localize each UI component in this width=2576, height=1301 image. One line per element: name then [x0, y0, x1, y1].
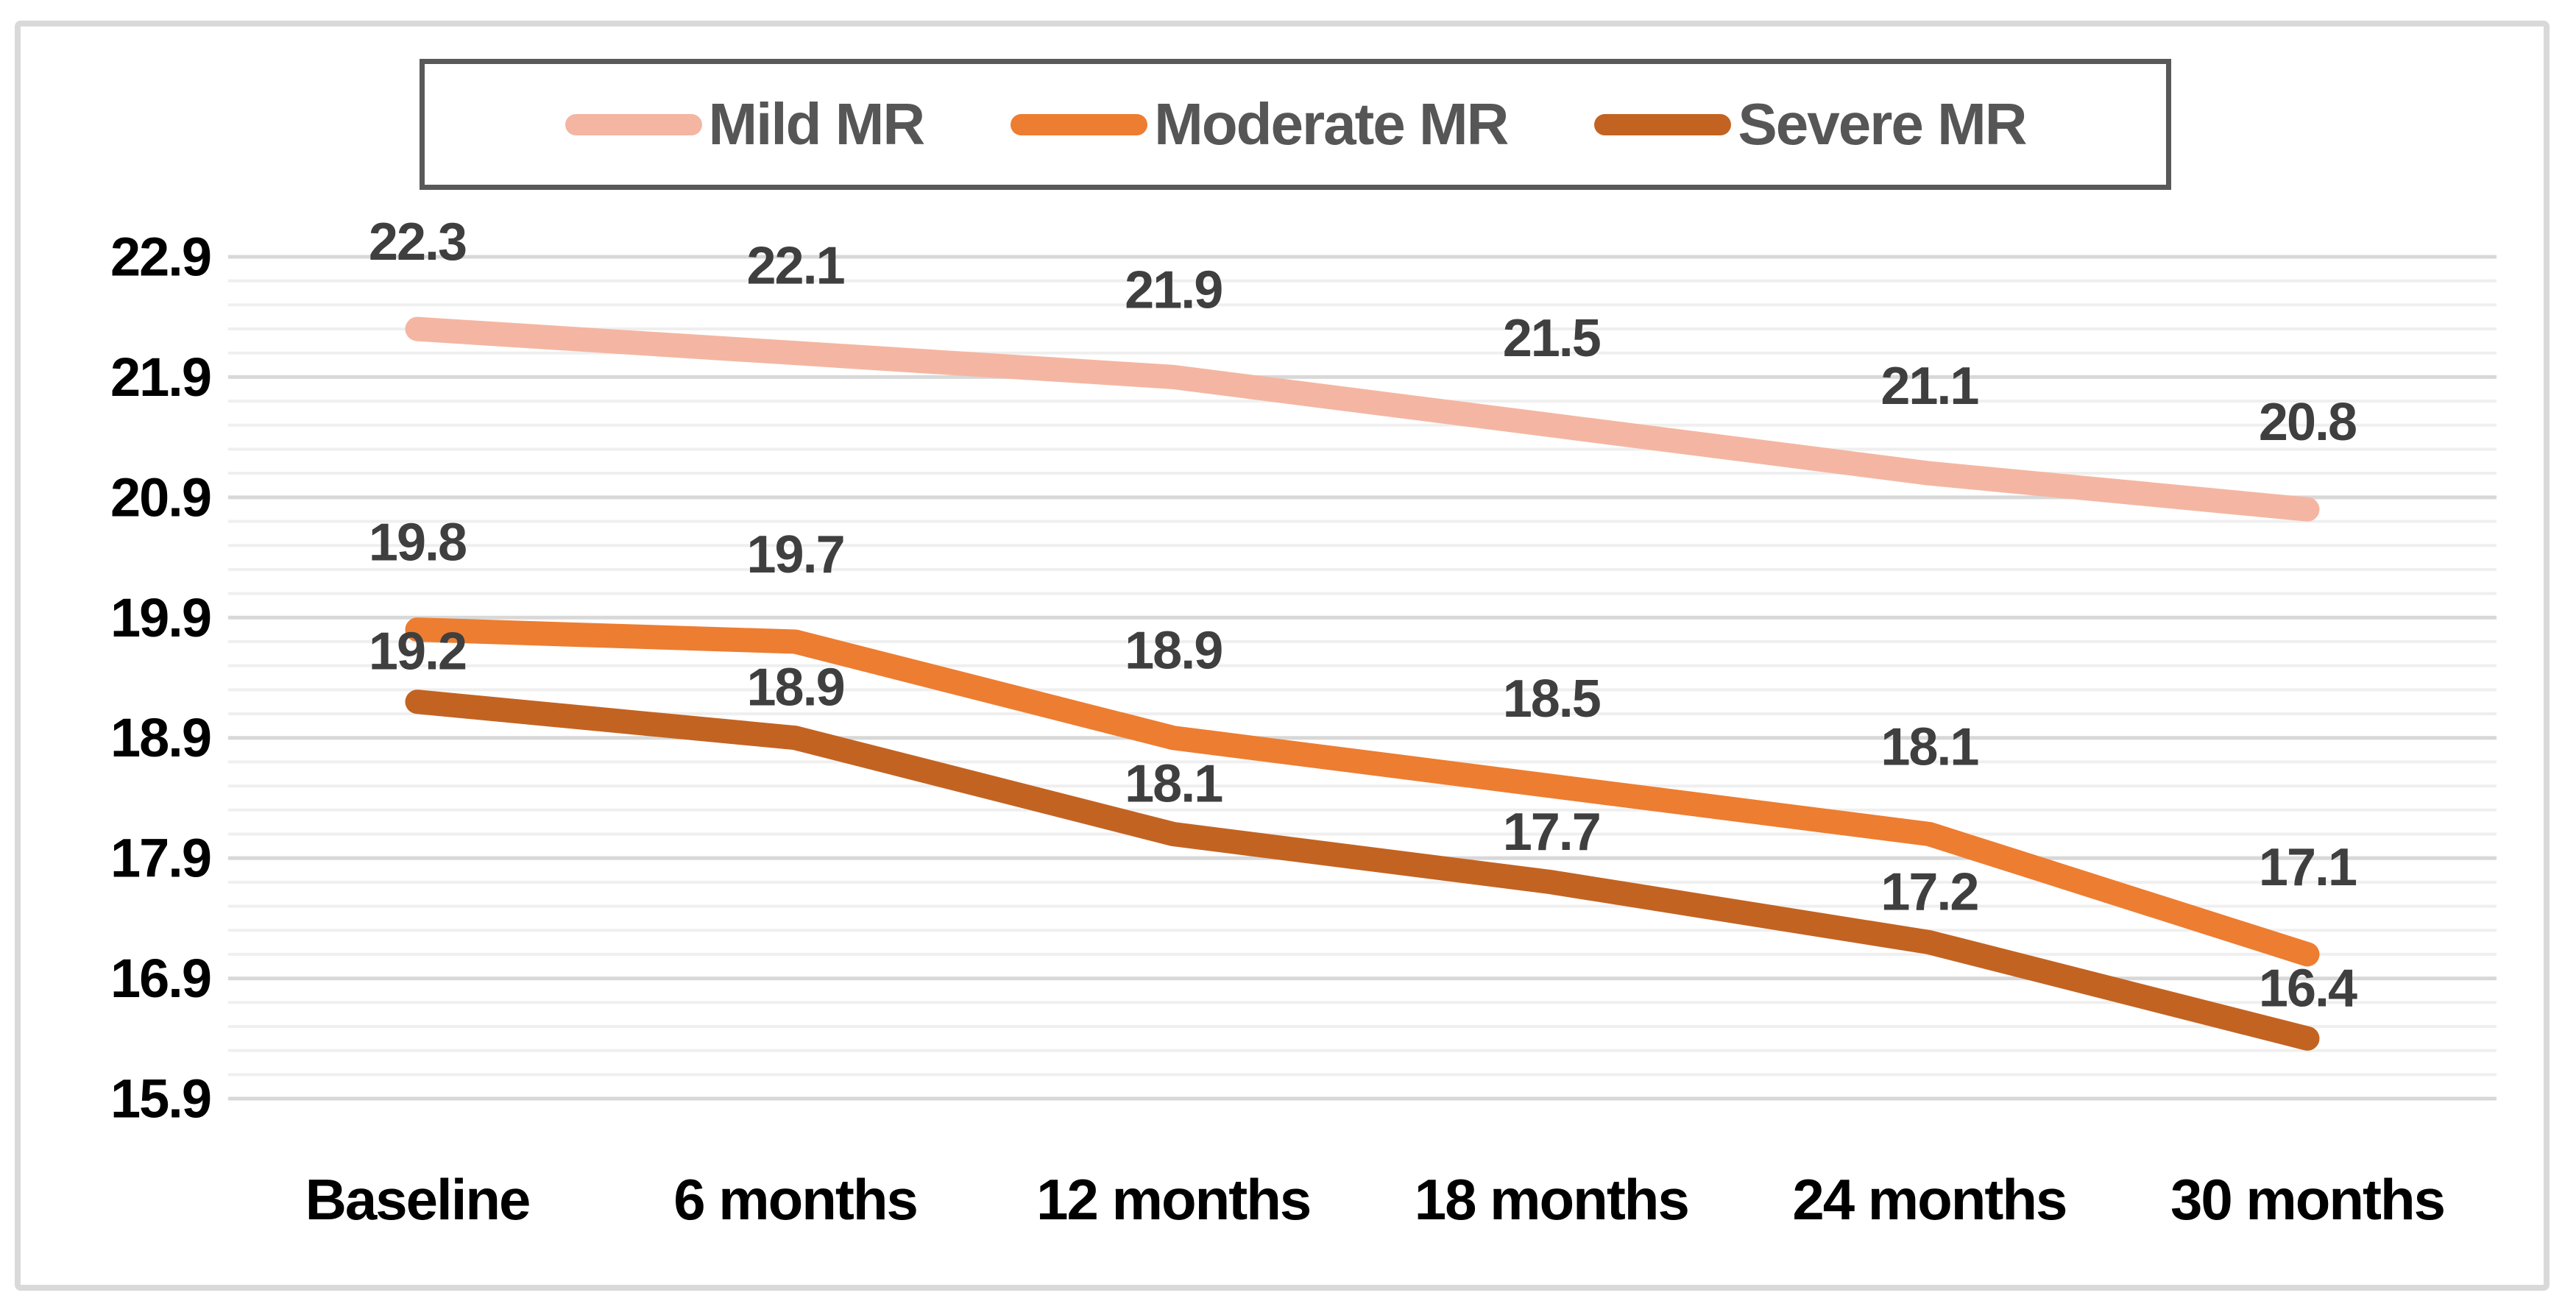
data-label: 18.1: [1880, 717, 1978, 776]
data-label: 17.2: [1880, 863, 1978, 922]
legend-label-moderate-mr: Moderate MR: [1154, 91, 1509, 157]
x-axis-category-label: 18 months: [1415, 1167, 1688, 1232]
data-label: 19.2: [369, 623, 466, 681]
data-label: 17.7: [1503, 803, 1600, 862]
legend-item-moderate-mr: Moderate MR: [1011, 91, 1509, 157]
y-axis-tick-label: 19.9: [110, 587, 210, 648]
y-axis-tick-label: 18.9: [110, 707, 210, 768]
x-axis-category-label: 30 months: [2170, 1167, 2444, 1232]
y-axis-tick-label: 22.9: [110, 227, 210, 288]
data-label: 21.1: [1880, 357, 1978, 416]
y-axis-tick-label: 15.9: [110, 1068, 210, 1130]
x-axis-category-label: 12 months: [1036, 1167, 1310, 1232]
legend-item-mild-mr: Mild MR: [565, 91, 926, 157]
y-axis-tick-label: 21.9: [110, 347, 210, 408]
series-line-severe-mr: [405, 690, 2320, 1051]
x-axis-category-label: Baseline: [305, 1167, 530, 1232]
legend-swatch-severe-mr-icon: [1594, 113, 1732, 135]
data-label: 16.4: [2259, 959, 2357, 1018]
x-axis-category-label: 24 months: [1792, 1167, 2066, 1232]
y-axis-tick-label: 17.9: [110, 828, 210, 889]
data-label: 22.1: [747, 237, 845, 296]
y-axis-tick-label: 16.9: [110, 948, 210, 1009]
data-label: 19.7: [747, 525, 844, 584]
data-label: 18.1: [1125, 754, 1222, 813]
chart-legend: Mild MR Moderate MR Severe MR: [420, 59, 2171, 190]
legend-label-severe-mr: Severe MR: [1738, 91, 2027, 157]
data-label: 18.5: [1503, 670, 1601, 729]
data-label: 22.3: [369, 213, 466, 272]
legend-item-severe-mr: Severe MR: [1594, 91, 2027, 157]
x-axis-category-label: 6 months: [673, 1167, 917, 1232]
legend-swatch-moderate-mr-icon: [1011, 113, 1148, 135]
series-line-mild-mr: [405, 316, 2320, 522]
data-label: 21.5: [1503, 309, 1601, 368]
data-label: 19.8: [369, 514, 466, 572]
data-label: 20.8: [2259, 393, 2356, 452]
y-axis-tick-label: 20.9: [110, 467, 210, 528]
data-label: 18.9: [1125, 622, 1222, 681]
legend-label-mild-mr: Mild MR: [708, 91, 926, 157]
figure-frame: [15, 21, 2550, 1291]
legend-swatch-mild-mr-icon: [565, 113, 702, 135]
data-label: 21.9: [1125, 260, 1222, 319]
data-label: 18.9: [747, 659, 844, 717]
series-line-moderate-mr: [405, 617, 2320, 967]
data-label: 17.1: [2259, 838, 2357, 897]
